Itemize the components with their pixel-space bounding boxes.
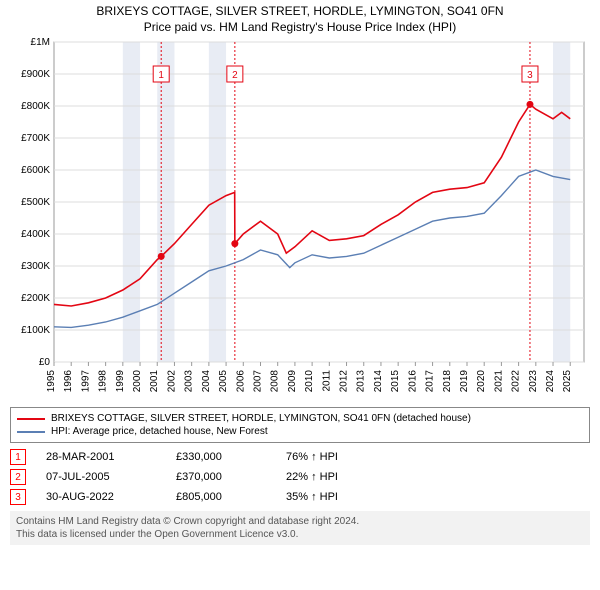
x-tick-label: 2012 (339, 370, 350, 393)
sale-date: 30-AUG-2022 (46, 491, 156, 503)
legend-label: HPI: Average price, detached house, New … (51, 426, 268, 437)
y-tick-label: £1M (31, 37, 50, 48)
x-tick-label: 2015 (390, 370, 401, 393)
sale-row-marker: 2 (10, 469, 26, 485)
sale-marker-label: 1 (158, 70, 164, 81)
x-tick-label: 2021 (493, 370, 504, 393)
price-chart: £0 £100K £200K £300K £400K £500K £600K £700K £80… (10, 36, 590, 401)
sale-price: £370,000 (176, 471, 266, 483)
sale-delta: 22% ↑ HPI (286, 471, 338, 483)
x-tick-label: 2002 (166, 370, 177, 393)
x-tick-label: 2024 (545, 370, 556, 393)
x-tick-label: 2007 (252, 370, 263, 393)
x-tick-label: 1999 (115, 370, 126, 393)
legend-row: BRIXEYS COTTAGE, SILVER STREET, HORDLE, … (17, 412, 583, 425)
y-tick-label: £0 (39, 357, 51, 368)
sale-marker-label: 3 (527, 70, 533, 81)
footer-line-2: This data is licensed under the Open Gov… (16, 528, 584, 541)
sale-price: £330,000 (176, 451, 266, 463)
x-tick-label: 2006 (235, 370, 246, 393)
footer-attribution: Contains HM Land Registry data © Crown c… (10, 511, 590, 545)
sale-row: 3 30-AUG-2022 £805,000 35% ↑ HPI (10, 487, 590, 507)
sale-marker-label: 2 (232, 70, 238, 81)
x-tick-label: 1995 (46, 370, 57, 393)
x-tick-label: 2013 (356, 370, 367, 393)
x-tick-label: 2001 (149, 370, 160, 393)
x-tick-label: 2003 (184, 370, 195, 393)
y-tick-label: £100K (21, 325, 50, 336)
chart-title: BRIXEYS COTTAGE, SILVER STREET, HORDLE, … (0, 0, 600, 18)
legend-swatch (17, 418, 45, 420)
sale-delta: 35% ↑ HPI (286, 491, 338, 503)
x-tick-label: 1996 (63, 370, 74, 393)
sale-row-marker: 3 (10, 489, 26, 505)
sale-price: £805,000 (176, 491, 266, 503)
sale-row: 2 07-JUL-2005 £370,000 22% ↑ HPI (10, 467, 590, 487)
x-tick-label: 2014 (373, 370, 384, 393)
x-tick-label: 2017 (425, 370, 436, 393)
footer-line-1: Contains HM Land Registry data © Crown c… (16, 515, 584, 528)
legend-label: BRIXEYS COTTAGE, SILVER STREET, HORDLE, … (51, 413, 471, 424)
x-tick-label: 2005 (218, 370, 229, 393)
y-tick-label: £400K (21, 229, 50, 240)
legend-row: HPI: Average price, detached house, New … (17, 425, 583, 438)
x-tick-label: 2000 (132, 370, 143, 393)
y-tick-label: £300K (21, 261, 50, 272)
x-tick-label: 2011 (321, 370, 332, 392)
x-tick-label: 2025 (562, 370, 573, 393)
chart-subtitle: Price paid vs. HM Land Registry's House … (0, 18, 600, 36)
sales-table: 1 28-MAR-2001 £330,000 76% ↑ HPI 2 07-JUL-200… (10, 447, 590, 507)
sale-row: 1 28-MAR-2001 £330,000 76% ↑ HPI (10, 447, 590, 467)
x-tick-label: 1998 (98, 370, 109, 393)
x-tick-label: 2018 (442, 370, 453, 393)
x-tick-label: 2009 (287, 370, 298, 393)
x-tick-label: 2020 (476, 370, 487, 393)
y-tick-label: £700K (21, 133, 50, 144)
x-tick-label: 2023 (528, 370, 539, 393)
x-tick-label: 2022 (511, 370, 522, 393)
legend-swatch (17, 431, 45, 433)
x-tick-label: 2019 (459, 370, 470, 393)
y-tick-label: £500K (21, 197, 50, 208)
y-tick-label: £900K (21, 69, 50, 80)
y-tick-label: £200K (21, 293, 50, 304)
x-tick-label: 2004 (201, 370, 212, 393)
y-tick-label: £600K (21, 165, 50, 176)
y-tick-label: £800K (21, 101, 50, 112)
sale-row-marker: 1 (10, 449, 26, 465)
x-tick-label: 1997 (80, 370, 91, 393)
x-tick-label: 2010 (304, 370, 315, 393)
sale-delta: 76% ↑ HPI (286, 451, 338, 463)
x-tick-label: 2008 (270, 370, 281, 393)
legend: BRIXEYS COTTAGE, SILVER STREET, HORDLE, … (10, 407, 590, 443)
sale-date: 07-JUL-2005 (46, 471, 156, 483)
x-tick-label: 2016 (407, 370, 418, 393)
sale-date: 28-MAR-2001 (46, 451, 156, 463)
